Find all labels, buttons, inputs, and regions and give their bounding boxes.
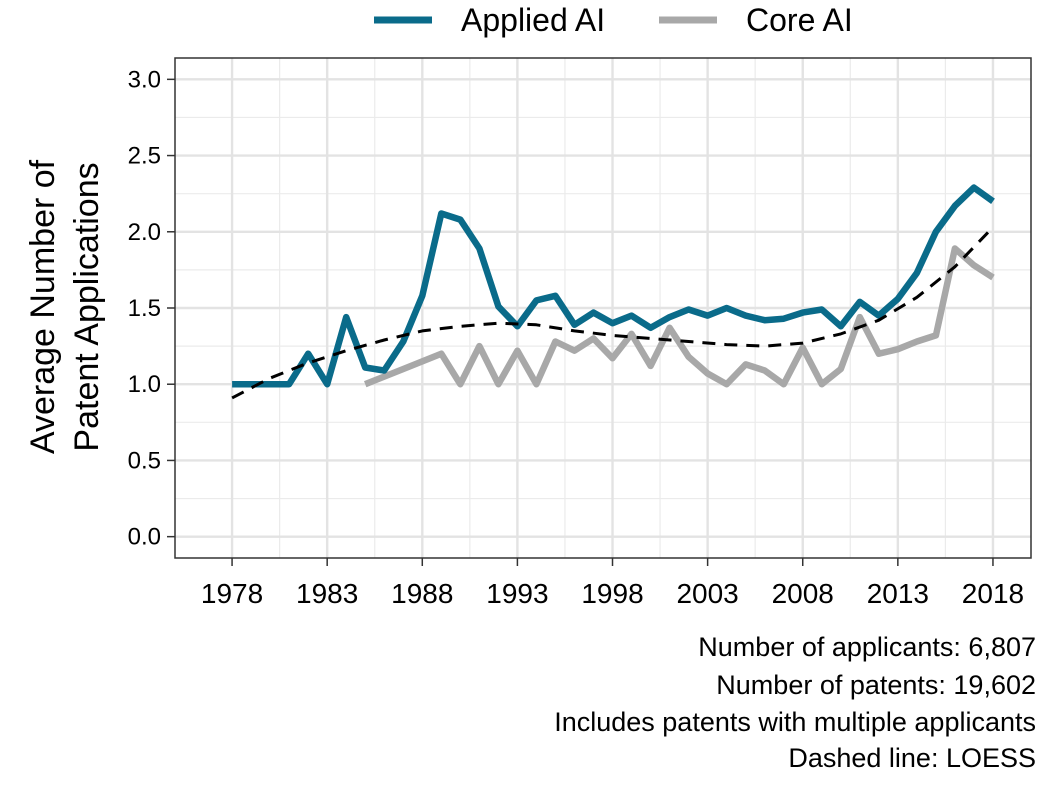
caption-multiple-applicants: Includes patents with multiple applicant… [554, 707, 1036, 737]
x-tick-label: 1988 [391, 578, 453, 609]
series-line-loess [231, 226, 995, 400]
x-tick-label: 1993 [486, 578, 548, 609]
y-tick-label: 2.0 [128, 219, 161, 246]
series-line-applied-ai [232, 184, 995, 388]
x-tick-label: 1983 [296, 578, 358, 609]
y-tick-label: 2.5 [128, 143, 161, 170]
caption-loess: Dashed line: LOESS [788, 743, 1036, 773]
y-axis-title-line-1: Average Number of [24, 159, 62, 454]
legend-label-applied-ai: Applied AI [461, 2, 605, 38]
y-tick-label: 1.5 [128, 295, 161, 322]
x-tick-label: 2013 [867, 578, 929, 609]
x-tick-label: 2003 [676, 578, 738, 609]
x-tick-label: 1998 [581, 578, 643, 609]
caption-patents: Number of patents: 19,602 [716, 670, 1036, 700]
series-layer [231, 184, 995, 400]
series-line-core-ai [363, 245, 995, 388]
y-axis-title-line-2: Patent Applications [68, 162, 106, 451]
x-tick-label: 2008 [772, 578, 834, 609]
y-axis-title: Average Number of Patent Applications [24, 159, 106, 454]
legend-label-core-ai: Core AI [746, 2, 853, 38]
x-tick-label: 1978 [201, 578, 263, 609]
y-tick-label: 1.0 [128, 371, 161, 398]
y-tick-label: 0.0 [128, 524, 161, 551]
x-tick-label: 2018 [962, 578, 1024, 609]
axes: 0.0 0.5 1.0 1.5 2.0 2.5 3.0 1978 1983 1988 1993 199… [128, 66, 1024, 609]
captions: Number of applicants: 6,807 Number of pa… [554, 632, 1036, 773]
legend: Applied AI Core AI [374, 2, 853, 38]
grid [175, 58, 1031, 558]
caption-applicants: Number of applicants: 6,807 [698, 632, 1036, 662]
y-tick-label: 3.0 [128, 66, 161, 93]
y-tick-label: 0.5 [128, 447, 161, 474]
